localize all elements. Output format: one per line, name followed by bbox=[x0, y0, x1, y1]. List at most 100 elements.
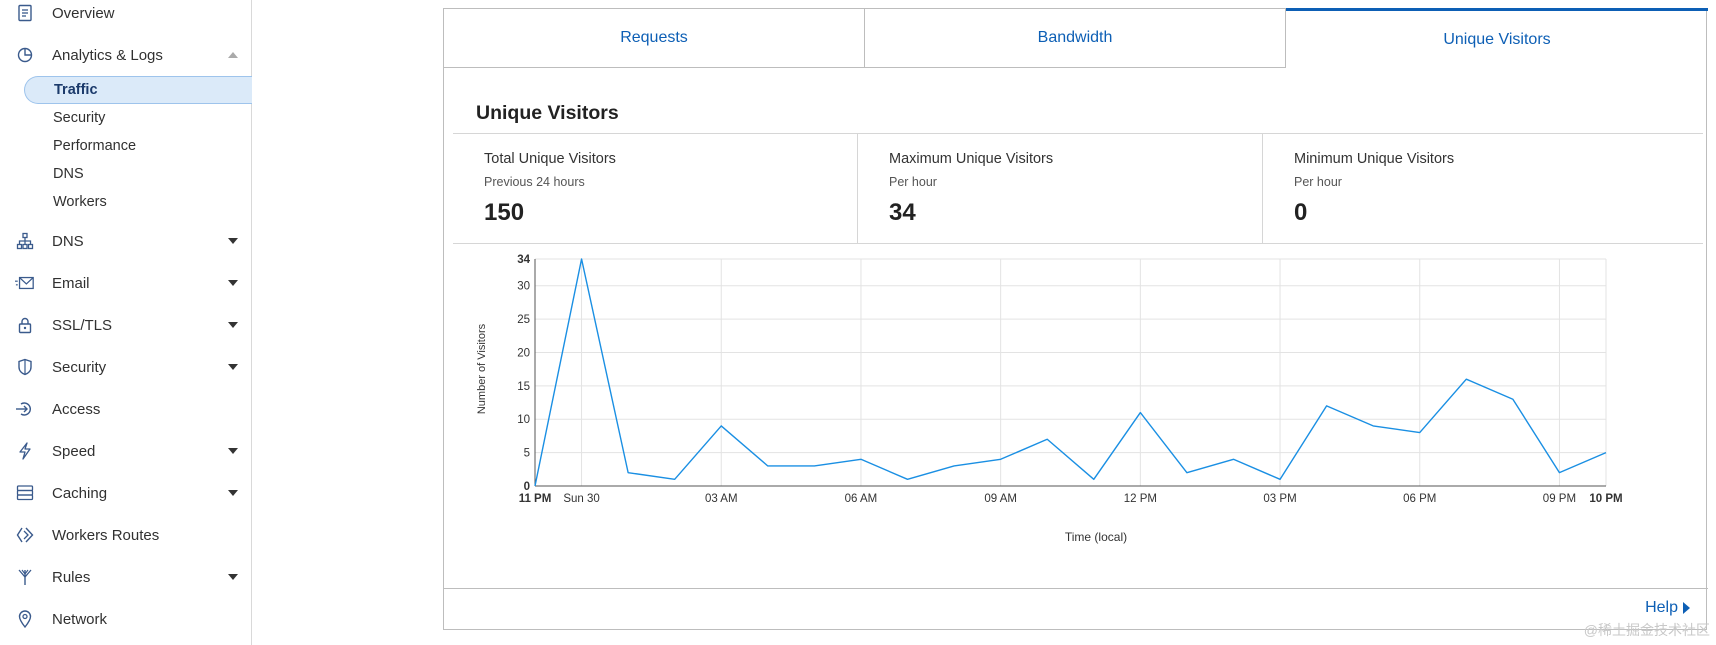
sidebar-item-label: DNS bbox=[52, 232, 84, 250]
sidebar-item-label: Email bbox=[52, 274, 90, 292]
envelope-icon bbox=[15, 273, 35, 293]
stat-subtitle: Previous 24 hours bbox=[484, 175, 585, 189]
sidebar-item-security[interactable]: Security bbox=[0, 348, 252, 386]
sidebar-subitem-label: Workers bbox=[53, 194, 107, 210]
chevron-down-icon[interactable] bbox=[228, 238, 238, 244]
sidebar-item-label: Workers Routes bbox=[52, 526, 160, 544]
sidebar-item-email[interactable]: Email bbox=[0, 264, 252, 302]
stats-row: Total Unique Visitors Previous 24 hours … bbox=[453, 133, 1703, 244]
shield-icon bbox=[15, 357, 35, 377]
line-chart-svg: 0 5 10 15 20 25 30 34 11 PM Sun 30 03 AM 06 AM 09 AM… bbox=[476, 254, 1623, 544]
y-tick-label: 15 bbox=[517, 381, 530, 393]
section-title: Unique Visitors bbox=[476, 102, 619, 124]
sidebar-item-rules[interactable]: Rules bbox=[0, 558, 252, 596]
chart-grid bbox=[535, 258, 1607, 487]
sidebar-subitem-security[interactable]: Security bbox=[24, 104, 252, 132]
chevron-up-icon[interactable] bbox=[228, 52, 238, 58]
help-link[interactable]: Help bbox=[1645, 599, 1690, 617]
stat-maximum-unique-visitors: Maximum Unique Visitors Per hour 34 bbox=[858, 134, 1263, 243]
x-tick-label: 12 PM bbox=[1124, 493, 1157, 505]
workers-icon bbox=[15, 525, 35, 545]
chart-axes: 0 5 10 15 20 25 30 34 11 PM Sun 30 03 AM 06 AM 09 AM… bbox=[517, 254, 1622, 505]
y-tick-label: 34 bbox=[517, 254, 530, 266]
tab-unique-visitors[interactable]: Unique Visitors bbox=[1286, 8, 1708, 69]
sidebar-item-analytics-logs[interactable]: Analytics & Logs bbox=[0, 36, 252, 74]
y-tick-label: 10 bbox=[517, 414, 530, 426]
stat-minimum-unique-visitors: Minimum Unique Visitors Per hour 0 bbox=[1263, 134, 1668, 243]
lock-icon bbox=[15, 315, 35, 335]
sidebar-item-ssl-tls[interactable]: SSL/TLS bbox=[0, 306, 252, 344]
sidebar-subitem-workers[interactable]: Workers bbox=[24, 188, 252, 216]
sidebar-item-label: Speed bbox=[52, 442, 96, 460]
tab-requests[interactable]: Requests bbox=[444, 9, 865, 68]
stat-title: Minimum Unique Visitors bbox=[1294, 151, 1455, 167]
x-tick-label: 10 PM bbox=[1589, 493, 1622, 505]
series-line bbox=[534, 258, 1607, 487]
sidebar-item-label: Access bbox=[52, 400, 101, 418]
caret-right-icon bbox=[1683, 602, 1690, 614]
sidebar-item-overview[interactable]: Overview bbox=[0, 0, 252, 32]
sidebar-item-label: Overview bbox=[52, 4, 115, 22]
tab-bandwidth[interactable]: Bandwidth bbox=[865, 9, 1286, 68]
help-label: Help bbox=[1645, 599, 1678, 616]
server-stack-icon bbox=[15, 483, 35, 503]
location-pin-icon bbox=[15, 609, 35, 629]
sidebar-item-label: Security bbox=[52, 358, 107, 376]
sidebar: Overview Analytics & Logs Traffic Securi… bbox=[0, 0, 252, 645]
x-tick-label: 09 PM bbox=[1543, 493, 1576, 505]
stat-subtitle: Per hour bbox=[889, 175, 937, 189]
funnel-icon bbox=[15, 567, 35, 587]
stat-total-unique-visitors: Total Unique Visitors Previous 24 hours … bbox=[453, 134, 858, 243]
sidebar-item-access[interactable]: Access bbox=[0, 390, 252, 428]
sidebar-item-label: Network bbox=[52, 610, 108, 628]
analytics-panel: Requests Bandwidth Unique Visitors Uniqu… bbox=[443, 8, 1708, 630]
x-tick-label: 06 AM bbox=[845, 493, 878, 505]
network-tree-icon bbox=[15, 231, 35, 251]
chevron-down-icon[interactable] bbox=[228, 322, 238, 328]
chevron-down-icon[interactable] bbox=[228, 364, 238, 370]
x-tick-label: 06 PM bbox=[1403, 493, 1436, 505]
unique-visitors-chart: 0 5 10 15 20 25 30 34 11 PM Sun 30 03 AM 06 AM 09 AM… bbox=[444, 249, 1708, 549]
sidebar-subitem-performance[interactable]: Performance bbox=[24, 132, 252, 160]
pie-chart-icon bbox=[15, 45, 35, 65]
x-tick-label: Sun 30 bbox=[563, 493, 599, 505]
stat-subtitle: Per hour bbox=[1294, 175, 1342, 189]
sidebar-subitem-label: DNS bbox=[53, 166, 84, 182]
chevron-down-icon[interactable] bbox=[228, 574, 238, 580]
stat-title: Maximum Unique Visitors bbox=[889, 151, 1054, 167]
chevron-down-icon[interactable] bbox=[228, 280, 238, 286]
y-tick-label: 0 bbox=[524, 481, 530, 493]
stat-value: 0 bbox=[1294, 199, 1308, 226]
sidebar-subitem-label: Security bbox=[53, 110, 106, 126]
watermark: @稀土掘金技术社区 bbox=[1583, 622, 1710, 638]
access-icon bbox=[15, 399, 35, 419]
x-tick-label: 11 PM bbox=[519, 493, 552, 505]
stat-value: 150 bbox=[484, 199, 525, 226]
sidebar-item-label: SSL/TLS bbox=[52, 316, 113, 334]
sidebar-subitem-label: Traffic bbox=[54, 82, 98, 98]
x-tick-label: 09 AM bbox=[984, 493, 1017, 505]
sidebar-subitem-traffic[interactable]: Traffic bbox=[24, 76, 252, 104]
sidebar-item-label: Rules bbox=[52, 568, 91, 586]
y-axis-label: Number of Visitors bbox=[476, 323, 488, 414]
y-tick-label: 25 bbox=[517, 314, 530, 326]
sidebar-subitem-dns[interactable]: DNS bbox=[24, 160, 252, 188]
y-tick-label: 20 bbox=[517, 347, 530, 359]
y-tick-label: 30 bbox=[517, 281, 530, 293]
x-tick-label: 03 AM bbox=[705, 493, 738, 505]
sidebar-item-network[interactable]: Network bbox=[0, 600, 252, 638]
chart-series bbox=[534, 258, 1607, 487]
x-tick-label: 03 PM bbox=[1263, 493, 1296, 505]
panel-footer: Help bbox=[444, 588, 1708, 630]
sidebar-item-dns[interactable]: DNS bbox=[0, 222, 252, 260]
sidebar-item-label: Analytics & Logs bbox=[52, 46, 163, 64]
stat-value: 34 bbox=[889, 199, 916, 226]
stat-title: Total Unique Visitors bbox=[484, 151, 616, 167]
chevron-down-icon[interactable] bbox=[228, 448, 238, 454]
metric-tabs: Requests Bandwidth Unique Visitors bbox=[444, 8, 1708, 69]
sidebar-item-speed[interactable]: Speed bbox=[0, 432, 252, 470]
chevron-down-icon[interactable] bbox=[228, 490, 238, 496]
sidebar-item-caching[interactable]: Caching bbox=[0, 474, 252, 512]
sidebar-item-label: Caching bbox=[52, 484, 108, 502]
sidebar-item-workers-routes[interactable]: Workers Routes bbox=[0, 516, 252, 554]
